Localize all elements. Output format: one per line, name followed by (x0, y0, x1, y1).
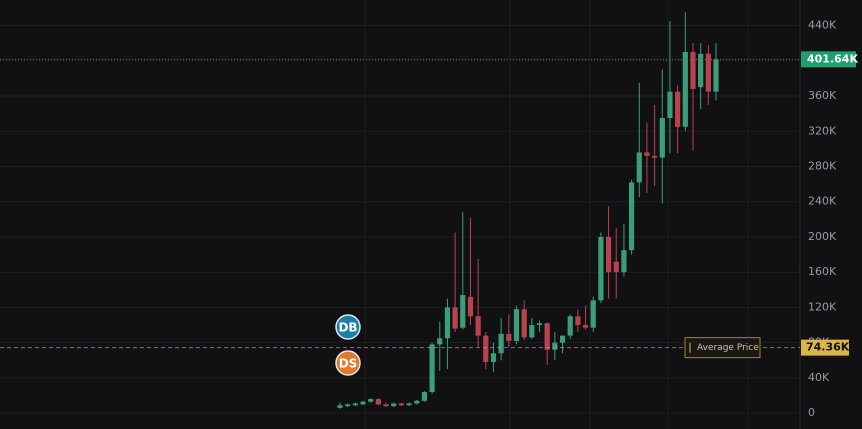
candle-body (452, 307, 458, 329)
candle-body (605, 236, 612, 273)
average-price-tag (684, 337, 761, 359)
candle-body (621, 250, 627, 273)
candle-body (375, 399, 381, 405)
candle-body (590, 300, 596, 328)
last-price-box (801, 51, 856, 68)
candle-body (398, 403, 404, 406)
y-tick-label: 320K (808, 124, 837, 137)
y-tick-label: 280K (808, 159, 837, 172)
candle-body (598, 236, 604, 301)
candle-body (567, 316, 573, 336)
candle-body (667, 91, 673, 119)
y-tick-label: 0 (808, 406, 815, 419)
candle-body (544, 323, 550, 350)
average-price-text: Average Price (697, 343, 759, 353)
candle-body (345, 404, 351, 407)
candle-body (659, 118, 665, 158)
candle-body (490, 353, 497, 363)
candle-body (437, 338, 443, 345)
last-price-label: 401.64K (807, 52, 858, 65)
candle-body (337, 405, 343, 408)
y-tick-label: 120K (808, 300, 837, 313)
candle-body (675, 91, 681, 127)
candle-body (582, 325, 589, 328)
candle-body (529, 325, 535, 338)
candle-body (713, 59, 719, 92)
y-tick-label: 240K (808, 195, 837, 208)
y-tick-label: 360K (808, 89, 837, 102)
candle-body (429, 344, 435, 393)
average-price-box (801, 339, 849, 356)
candle-body (559, 335, 566, 343)
candle-body (414, 400, 420, 404)
candle-body (521, 309, 527, 338)
candle-body (406, 403, 412, 406)
y-tick-label: 40K (808, 371, 830, 384)
candle-body (352, 403, 358, 406)
candle-body (636, 152, 642, 183)
candle-body (652, 155, 658, 158)
candle-body (383, 404, 389, 407)
y-tick-label: 440K (808, 19, 837, 32)
marker-label: DB (338, 321, 357, 335)
candle-body (552, 342, 558, 350)
candle-body (391, 403, 397, 407)
candle-body (698, 53, 704, 88)
candle-body (360, 401, 366, 405)
marker (335, 350, 361, 376)
y-tick-label: 160K (808, 265, 837, 278)
candle-body (628, 182, 635, 251)
marker-label: DS (339, 357, 358, 371)
candle-body (506, 333, 512, 341)
candle-body (690, 51, 696, 89)
marker (335, 314, 361, 340)
average-price-label: 74.36K (806, 341, 850, 354)
candle-body (575, 316, 581, 326)
candle-body (682, 51, 688, 127)
candle-body (475, 316, 481, 336)
candle-body (460, 295, 466, 328)
candle-body (644, 152, 650, 156)
candle-body (444, 307, 451, 339)
grid (364, 0, 749, 429)
candle-body (483, 335, 489, 363)
candle-body (368, 399, 374, 402)
candle-body (536, 323, 543, 326)
y-tick-label: 200K (808, 230, 837, 243)
candle-body (513, 309, 520, 341)
candle-body (498, 333, 504, 354)
candle-body (613, 261, 619, 273)
candle-body (705, 53, 711, 92)
candle-body (421, 392, 428, 401)
candle-body (467, 296, 474, 317)
